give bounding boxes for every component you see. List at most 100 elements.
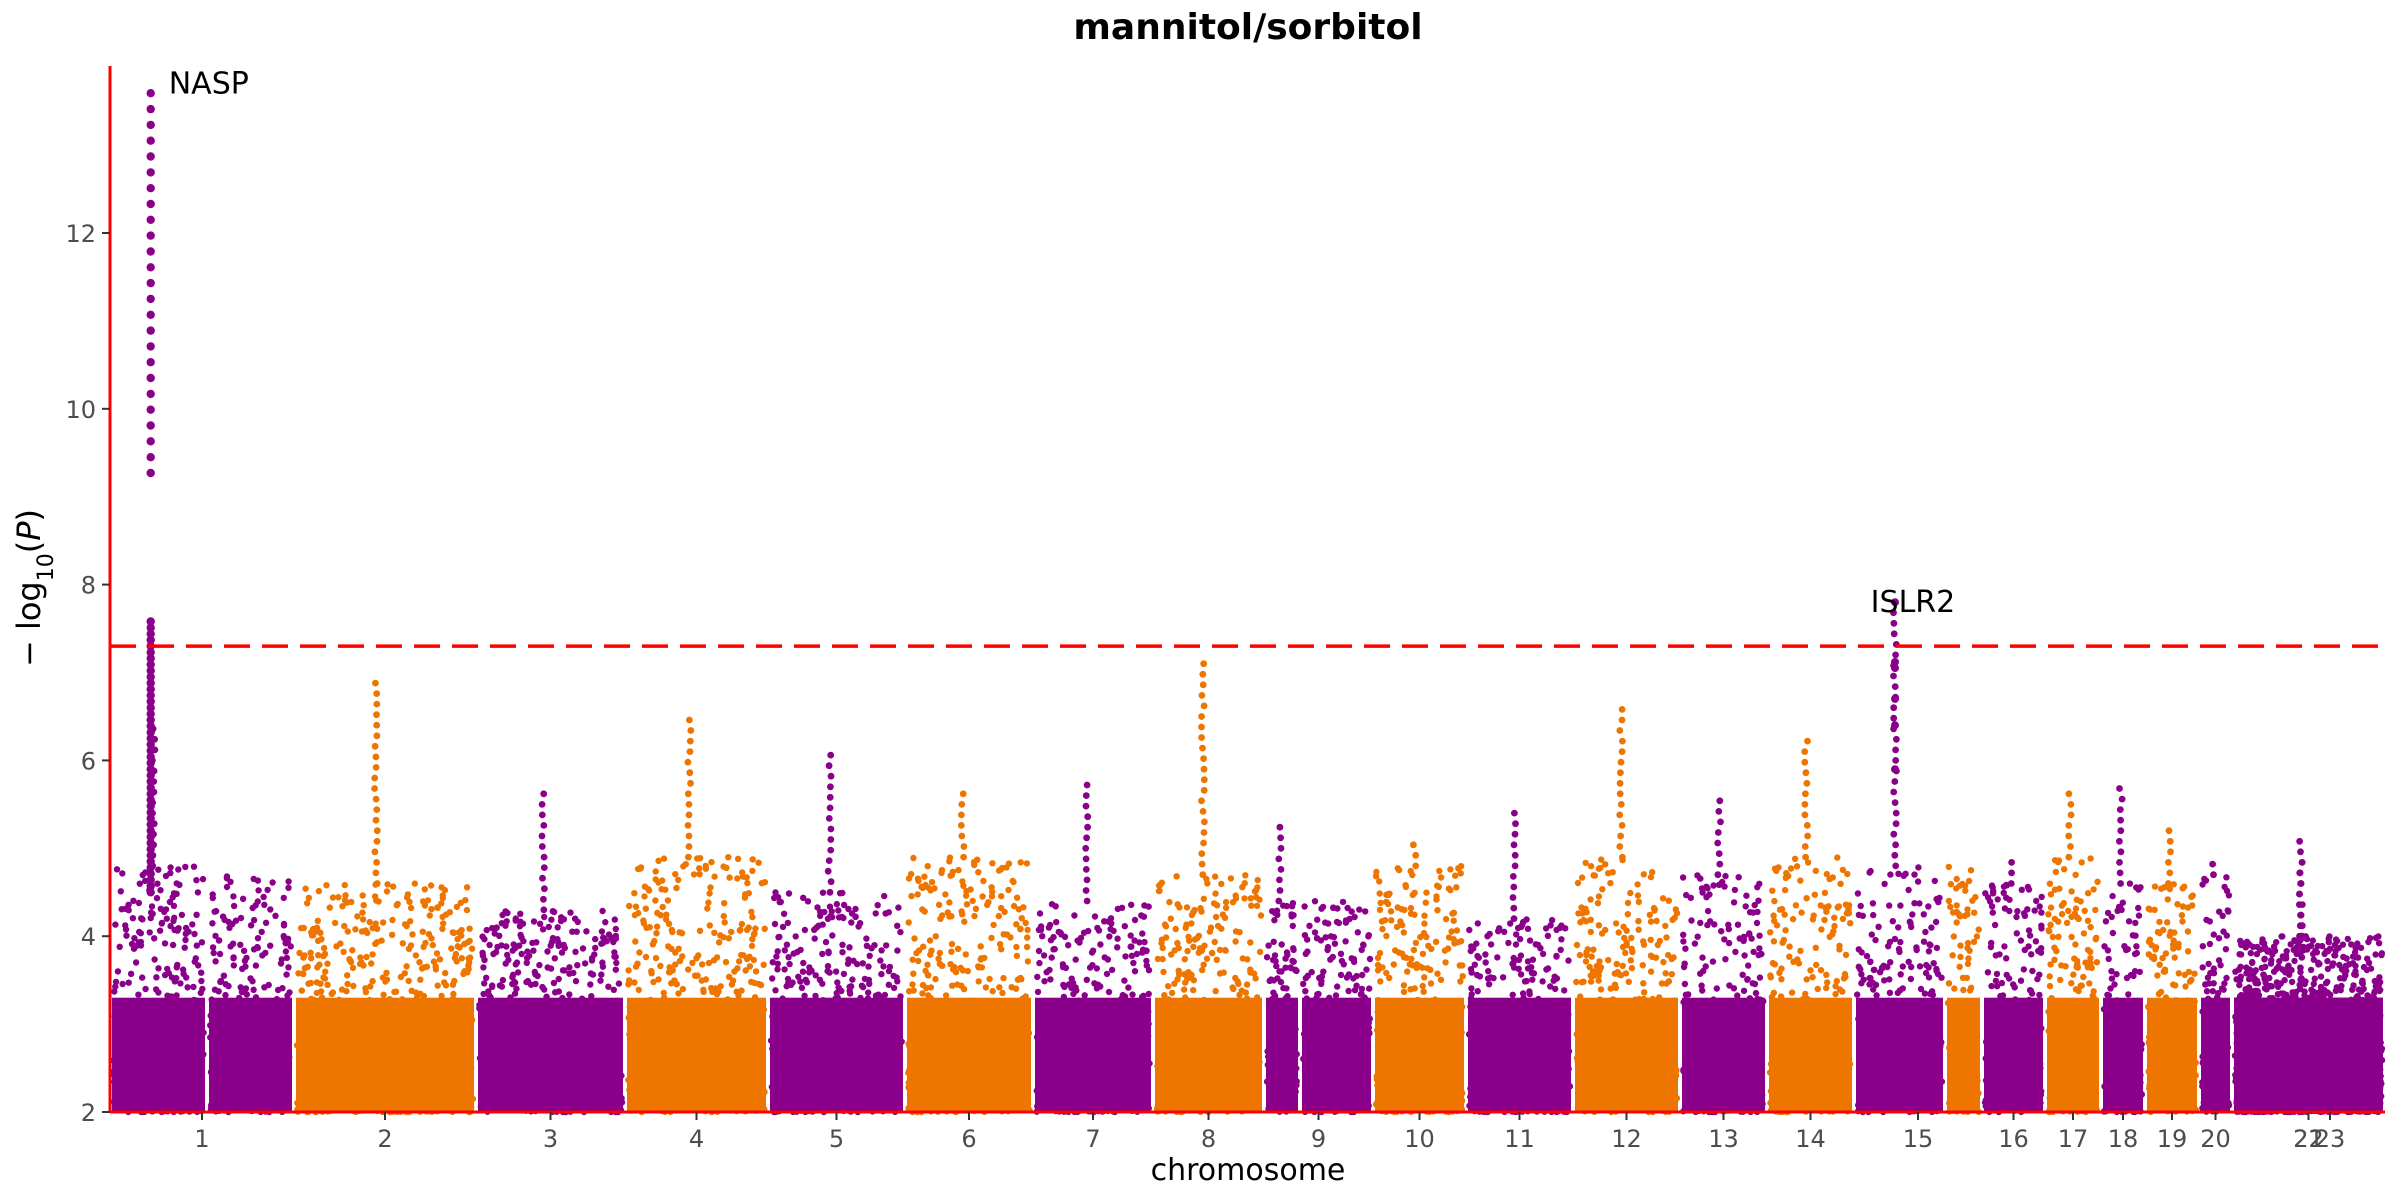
data-point — [761, 925, 768, 932]
data-point — [483, 926, 490, 934]
data-point — [170, 902, 178, 909]
data-point — [123, 932, 130, 939]
data-point — [479, 952, 487, 959]
data-point — [230, 893, 237, 900]
data-point — [611, 953, 618, 960]
data-point — [1052, 903, 1059, 910]
data-point — [375, 898, 382, 905]
data-point — [243, 991, 250, 998]
data-point — [598, 971, 605, 978]
data-point — [1114, 905, 1122, 913]
data-point — [1023, 934, 1031, 941]
data-point — [910, 987, 917, 994]
data-point — [359, 909, 366, 916]
data-point — [1406, 961, 1414, 968]
data-point — [405, 945, 413, 953]
data-point — [1403, 954, 1410, 961]
data-point — [1300, 980, 1307, 988]
data-point — [871, 942, 878, 949]
data-point — [1020, 904, 1027, 911]
data-point — [1322, 934, 1329, 941]
data-point — [222, 991, 229, 999]
data-point — [885, 981, 892, 988]
data-point — [827, 878, 835, 886]
data-point — [689, 959, 696, 967]
data-point — [247, 922, 255, 929]
data-point — [175, 866, 182, 873]
data-point — [1036, 910, 1044, 917]
data-point — [119, 980, 126, 988]
data-point — [605, 931, 613, 938]
data-point — [1363, 966, 1370, 973]
data-point — [880, 963, 887, 970]
data-point — [1318, 905, 1325, 912]
data-point — [1277, 866, 1285, 873]
data-point — [226, 924, 233, 931]
data-point — [280, 894, 287, 902]
data-point — [1362, 908, 1369, 915]
data-point — [1000, 931, 1007, 938]
data-point — [1185, 969, 1192, 976]
data-point — [761, 879, 769, 886]
data-point — [161, 940, 169, 947]
data-point — [227, 878, 234, 885]
data-point — [364, 929, 371, 936]
data-point — [198, 977, 205, 985]
data-point — [946, 899, 953, 906]
data-point — [699, 961, 706, 968]
data-point — [1423, 933, 1430, 941]
data-point — [789, 979, 796, 986]
data-point — [954, 945, 962, 952]
data-point — [772, 987, 779, 994]
data-point — [1145, 903, 1152, 910]
data-point — [139, 871, 146, 879]
data-point — [825, 762, 833, 770]
data-point — [1083, 976, 1091, 983]
data-point — [802, 976, 809, 983]
data-point — [1595, 922, 1603, 929]
data-point — [1442, 959, 1449, 966]
data-point — [632, 903, 640, 910]
data-point — [743, 874, 750, 881]
data-point — [530, 947, 537, 954]
data-point — [434, 982, 441, 989]
data-point — [1437, 874, 1445, 881]
data-point — [318, 936, 325, 943]
data-point — [462, 897, 469, 904]
data-point — [1528, 964, 1535, 971]
data-point — [1190, 986, 1197, 994]
data-point — [1342, 917, 1350, 924]
data-point — [779, 923, 787, 931]
data-point — [427, 882, 435, 889]
data-point — [886, 963, 894, 971]
data-point — [1276, 823, 1284, 831]
data-point — [684, 758, 692, 766]
data-point — [839, 941, 846, 948]
data-point — [1526, 990, 1533, 998]
data-point — [1141, 938, 1148, 946]
data-point — [826, 969, 833, 976]
data-point — [1432, 938, 1440, 945]
data-band — [112, 997, 205, 1112]
data-point — [1433, 893, 1440, 900]
data-point — [1668, 971, 1676, 978]
data-point — [540, 790, 548, 798]
data-point — [212, 932, 219, 940]
data-point — [928, 878, 936, 886]
data-point — [158, 919, 166, 927]
data-point — [1107, 925, 1114, 933]
data-point — [539, 926, 547, 933]
data-point — [315, 887, 323, 895]
data-point — [264, 886, 271, 894]
data-point — [1082, 866, 1090, 873]
data-point — [1024, 926, 1031, 934]
data-point — [1241, 895, 1248, 902]
data-point — [1410, 841, 1417, 849]
data-point — [684, 822, 692, 829]
data-point — [1510, 954, 1517, 962]
data-point — [598, 928, 606, 935]
data-point — [1023, 943, 1031, 951]
data-point — [511, 990, 519, 997]
data-point — [1672, 906, 1680, 913]
data-point — [403, 922, 410, 930]
